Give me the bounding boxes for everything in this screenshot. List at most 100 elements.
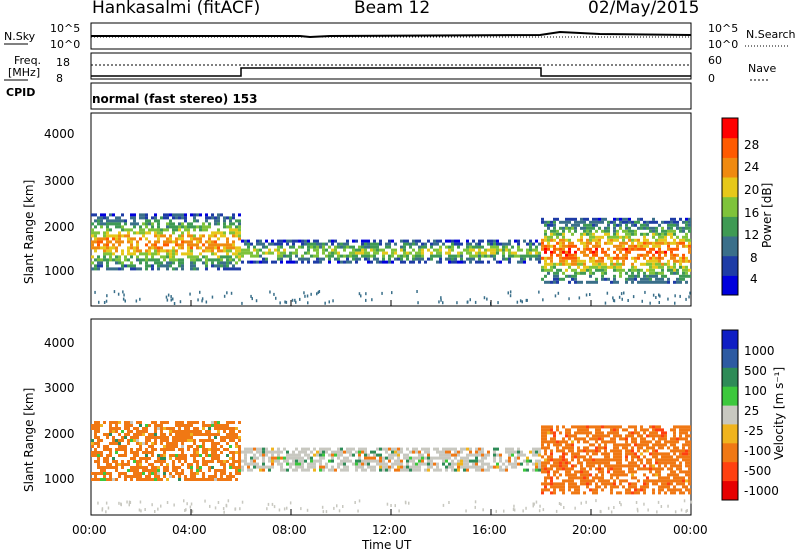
heatmap-cell bbox=[91, 228, 94, 232]
heatmap-cell bbox=[586, 473, 589, 477]
heatmap-cell bbox=[133, 231, 136, 235]
heatmap-cell bbox=[376, 248, 379, 252]
heatmap-cell bbox=[577, 488, 580, 492]
heatmap-cell bbox=[403, 251, 406, 255]
heatmap-cell bbox=[538, 242, 541, 246]
heatmap-cell bbox=[637, 467, 640, 471]
heatmap-cell bbox=[154, 448, 157, 451]
heatmap-cell bbox=[106, 258, 109, 262]
heatmap-cell bbox=[655, 461, 658, 465]
heatmap-cell bbox=[562, 247, 565, 251]
heatmap-cell bbox=[196, 469, 199, 472]
heatmap-cell bbox=[673, 271, 676, 275]
heatmap-cell bbox=[232, 460, 235, 463]
heatmap-cell bbox=[649, 262, 652, 266]
heatmap-cell bbox=[100, 225, 103, 229]
heatmap-cell bbox=[355, 465, 358, 469]
x-axis-label: Time UT bbox=[362, 538, 412, 552]
heatmap-cell bbox=[652, 232, 655, 236]
heatmap-cell bbox=[421, 447, 424, 451]
heatmap-cell bbox=[664, 482, 667, 486]
heatmap-cell bbox=[277, 251, 280, 255]
heatmap-cell bbox=[415, 239, 418, 243]
heatmap-cell bbox=[673, 443, 676, 447]
heatmap-cell bbox=[205, 225, 208, 229]
scatter-mark bbox=[294, 298, 296, 302]
heatmap-cell bbox=[226, 424, 229, 427]
scatter-mark bbox=[448, 501, 450, 504]
heatmap-cell bbox=[205, 463, 208, 466]
heatmap-cell bbox=[580, 425, 583, 429]
heatmap-cell bbox=[592, 250, 595, 254]
heatmap-cell bbox=[565, 262, 568, 266]
heatmap-cell bbox=[307, 257, 310, 261]
heatmap-cell bbox=[247, 260, 250, 264]
scatter-mark bbox=[328, 300, 330, 304]
heatmap-cell bbox=[316, 453, 319, 457]
heatmap-cell bbox=[94, 460, 97, 463]
heatmap-cell bbox=[595, 425, 598, 429]
heatmap-cell bbox=[595, 452, 598, 456]
heatmap-cell bbox=[562, 479, 565, 483]
heatmap-cell bbox=[565, 220, 568, 224]
heatmap-cell bbox=[643, 241, 646, 245]
scatter-mark bbox=[535, 500, 538, 504]
heatmap-cell bbox=[187, 439, 190, 442]
heatmap-cell bbox=[349, 447, 352, 451]
heatmap-cell bbox=[487, 465, 490, 469]
heatmap-cell bbox=[94, 246, 97, 250]
heatmap-cell bbox=[106, 249, 109, 253]
heatmap-cell bbox=[640, 485, 643, 489]
heatmap-cell bbox=[577, 485, 580, 489]
heatmap-cell bbox=[466, 239, 469, 243]
heatmap-cell bbox=[580, 268, 583, 272]
heatmap-cell bbox=[163, 469, 166, 472]
heatmap-cell bbox=[112, 430, 115, 433]
heatmap-cell bbox=[613, 446, 616, 450]
scatter-mark bbox=[304, 294, 306, 298]
heatmap-cell bbox=[121, 445, 124, 448]
heatmap-cell bbox=[631, 461, 634, 465]
heatmap-cell bbox=[172, 249, 175, 253]
heatmap-cell bbox=[394, 450, 397, 454]
heatmap-cell bbox=[556, 268, 559, 272]
heatmap-cell bbox=[154, 433, 157, 436]
heatmap-cell bbox=[526, 251, 529, 255]
heatmap-cell bbox=[637, 220, 640, 224]
heatmap-cell bbox=[673, 470, 676, 474]
heatmap-cell bbox=[508, 453, 511, 457]
heatmap-cell bbox=[115, 427, 118, 430]
heatmap-cell bbox=[169, 472, 172, 475]
heatmap-cell bbox=[676, 241, 679, 245]
heatmap-cell bbox=[178, 439, 181, 442]
heatmap-cell bbox=[625, 235, 628, 239]
heatmap-cell bbox=[385, 465, 388, 469]
heatmap-cell bbox=[139, 225, 142, 229]
heatmap-cell bbox=[370, 468, 373, 472]
heatmap-cell bbox=[646, 482, 649, 486]
heatmap-cell bbox=[589, 482, 592, 486]
heatmap-cell bbox=[670, 232, 673, 236]
heatmap-cell bbox=[586, 482, 589, 486]
heatmap-cell bbox=[577, 271, 580, 275]
heatmap-cell bbox=[223, 264, 226, 268]
heatmap-cell bbox=[385, 462, 388, 466]
heatmap-cell bbox=[556, 253, 559, 257]
heatmap-cell bbox=[478, 242, 481, 246]
heatmap-cell bbox=[610, 428, 613, 432]
heatmap-cell bbox=[190, 445, 193, 448]
heatmap-cell bbox=[268, 450, 271, 454]
heatmap-cell bbox=[232, 228, 235, 232]
heatmap-cell bbox=[643, 280, 646, 284]
heatmap-cell bbox=[604, 464, 607, 468]
heatmap-cell bbox=[547, 268, 550, 272]
heatmap-cell bbox=[637, 253, 640, 257]
heatmap-cell bbox=[136, 463, 139, 466]
heatmap-cell bbox=[637, 274, 640, 278]
heatmap-cell bbox=[124, 264, 127, 268]
heatmap-cell bbox=[676, 455, 679, 459]
heatmap-cell bbox=[592, 235, 595, 239]
heatmap-cell bbox=[130, 264, 133, 268]
heatmap-cell bbox=[214, 475, 217, 478]
heatmap-cell bbox=[373, 453, 376, 457]
